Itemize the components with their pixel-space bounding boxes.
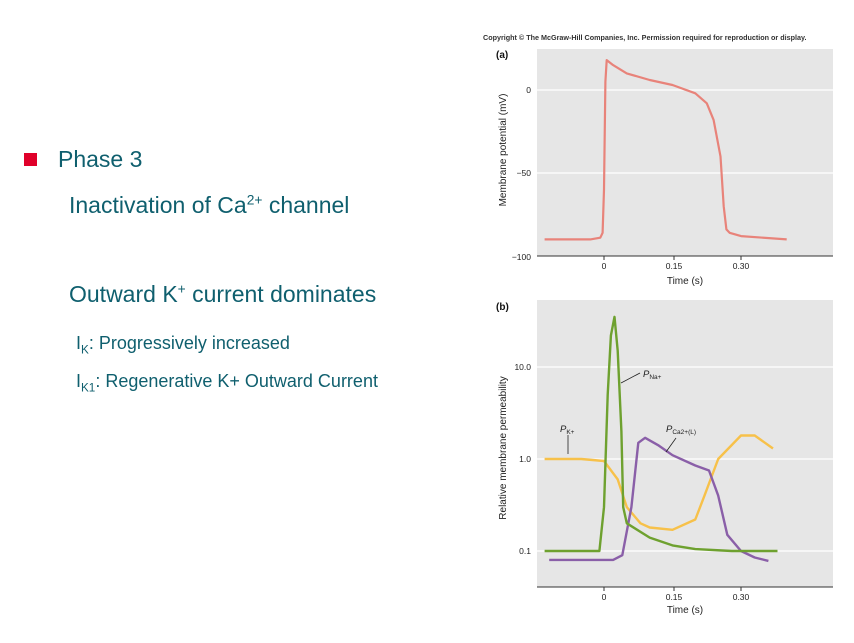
copyright-notice: Copyright © The McGraw-Hill Companies, I… (483, 33, 806, 42)
panel-a-label: (a) (496, 50, 508, 61)
tick-b-y-label-1: 1.0 (519, 454, 531, 464)
bullet-phase-3: Phase 3 (24, 146, 142, 173)
text-ik-progressive: IK: Progressively increased (76, 333, 290, 357)
panel-a-xlabel: Time (s) (667, 276, 703, 287)
panel-a-ylabel: Membrane potential (mV) (498, 94, 509, 207)
line2-sup: + (177, 281, 186, 297)
tick-b-x-label-2: 0.30 (733, 592, 750, 602)
panel-a-background (537, 49, 833, 256)
text-ca-inactivation: Inactivation of Ca2+ channel (69, 192, 349, 219)
pca-curve (549, 436, 769, 563)
panel-b-xlabel: Time (s) (667, 605, 703, 616)
panel-b-label: (b) (496, 302, 509, 313)
line1-pre: Inactivation of Ca (69, 192, 247, 218)
line4-sub: K1 (81, 381, 96, 395)
membrane-potential-curve (544, 59, 787, 241)
bullet-title: Phase 3 (58, 146, 143, 172)
line4-main: I (76, 371, 82, 391)
panel-b-background (537, 300, 833, 587)
text-outward-k-current: Outward K+ current dominates (69, 281, 376, 308)
pca-label: PCa2+(L) (666, 424, 696, 436)
line1-post: channel (262, 192, 350, 218)
bullet-square-icon (24, 153, 37, 166)
line1-sup: 2+ (246, 192, 263, 208)
tick-a-y-label-1: −50 (517, 168, 532, 178)
pna-label: PNa+ (643, 369, 662, 381)
panel-b-ylabel: Relative membrane permeability (498, 376, 509, 519)
tick-a-x-label-0: 0 (602, 261, 607, 271)
line4-post: : Regenerative K+ Outward Current (95, 371, 378, 391)
tick-a-y-label-2: −100 (512, 252, 531, 262)
line2-post: current dominates (185, 281, 377, 307)
tick-b-y-label-0: 10.0 (514, 362, 531, 372)
line3-post: : Progressively increased (88, 333, 290, 353)
tick-a-y-label-0: 0 (526, 85, 531, 95)
tick-a-x-label-1: 0.15 (666, 261, 683, 271)
tick-b-y-label-2: 0.1 (519, 546, 531, 556)
pk-label: PK+ (560, 424, 575, 436)
pca-leader-line (665, 437, 677, 453)
pna-leader-line (620, 372, 641, 384)
tick-a-x-label-2: 0.30 (733, 261, 750, 271)
tick-b-x-label-1: 0.15 (666, 592, 683, 602)
text-ik1-regenerative: IK1: Regenerative K+ Outward Current (76, 371, 378, 395)
line3-main: I (76, 333, 82, 353)
line2-pre: Outward K (69, 281, 178, 307)
line3-sub: K (81, 343, 89, 357)
pna-curve (544, 315, 778, 553)
tick-b-x-label-0: 0 (602, 592, 607, 602)
